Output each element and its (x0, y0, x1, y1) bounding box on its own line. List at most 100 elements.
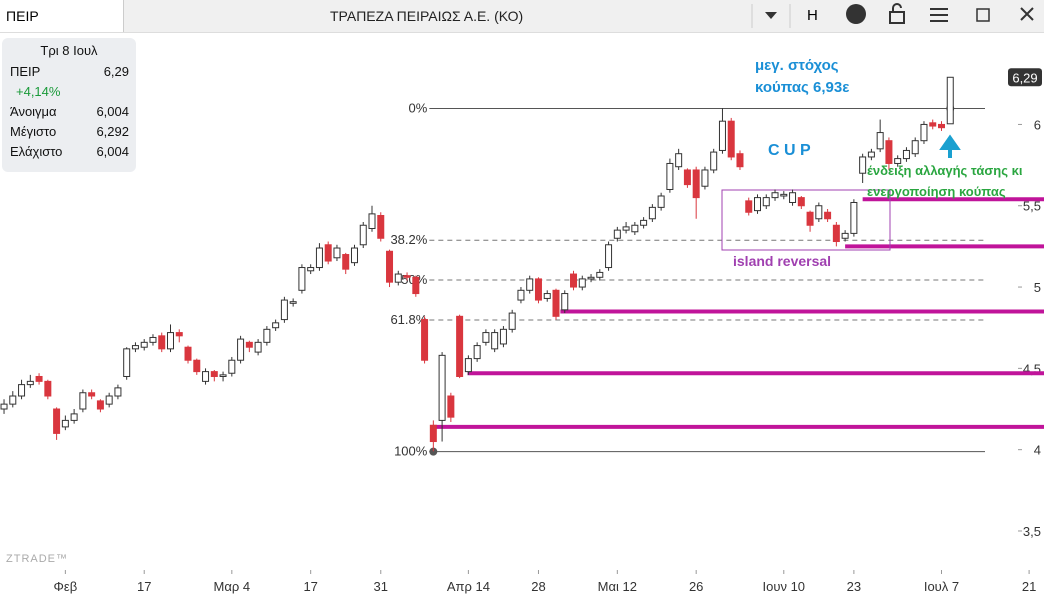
candle-body (640, 219, 648, 226)
watermark: ZTRADE™ (6, 553, 68, 565)
candle-body (429, 424, 437, 443)
candle-body (841, 232, 849, 239)
candle-body (605, 244, 613, 269)
candle-body (228, 359, 236, 374)
candle-body (534, 278, 542, 301)
candle-body (552, 289, 560, 317)
candle-body (403, 275, 411, 278)
candle-body (105, 395, 113, 405)
candle-body (315, 247, 323, 269)
fib-label: 38.2% (390, 232, 427, 247)
candle-body (70, 413, 78, 421)
menu-icon[interactable] (930, 8, 948, 22)
candle-body (53, 408, 61, 434)
candle-body (832, 224, 840, 243)
candle-body (473, 345, 481, 360)
candle-body (79, 392, 87, 410)
candle-body (745, 200, 753, 213)
candle-body (508, 312, 516, 330)
x-tick-label: Φεβ (54, 579, 78, 594)
last-price-box (1008, 68, 1042, 87)
last-price-label: 6,29 (1012, 70, 1037, 85)
candle-body (902, 149, 910, 160)
candle-body (946, 76, 954, 125)
candle-body (587, 276, 595, 280)
candle-body (797, 197, 805, 207)
info-value: 6,004 (96, 104, 129, 119)
candle-body (202, 371, 210, 382)
candle-body (166, 332, 174, 350)
restore-icon[interactable] (976, 8, 990, 22)
annotation: κούπας 6,93ε (755, 79, 849, 96)
x-tick-label: 26 (689, 579, 703, 594)
candle-body (526, 278, 534, 291)
candle-body (499, 328, 507, 345)
candle-body (263, 328, 271, 343)
candle-body (193, 359, 201, 373)
candle-body (447, 395, 455, 418)
symbol-tab[interactable]: ΠΕΙΡ (0, 0, 124, 32)
candle-body (184, 346, 192, 361)
signal-arrow (939, 134, 961, 158)
quote-icon[interactable] (846, 4, 866, 24)
candle-body (35, 375, 43, 382)
candle-body (666, 162, 674, 190)
candle-body (44, 380, 52, 397)
candle-body (96, 400, 104, 410)
candle-body (272, 322, 280, 329)
candle-body (377, 215, 385, 239)
dropdown-icon[interactable] (765, 12, 777, 19)
candle-body (26, 380, 34, 386)
candle-body (815, 205, 823, 220)
candle-body (867, 151, 875, 158)
chart-title: ΤΡΑΠΕΖΑ ΠΕΙΡΑΙΩΣ Α.Ε. (ΚΟ) (330, 8, 524, 24)
candle-body (280, 299, 288, 321)
info-label: Ελάχιστο (10, 144, 63, 159)
candle-body (876, 132, 884, 150)
candle-body (613, 229, 621, 239)
candle-body (736, 153, 744, 168)
candle-body (464, 358, 472, 373)
info-value: 6,004 (96, 144, 129, 159)
candle-body (789, 192, 797, 203)
candle-body (937, 123, 945, 129)
candle-body (824, 211, 832, 220)
candle-body (561, 293, 569, 311)
candle-body (543, 293, 551, 299)
candle-body (386, 250, 394, 283)
candle-body (578, 278, 586, 288)
candle-body (350, 247, 358, 264)
candle-body (727, 120, 735, 158)
x-tick-label: Απρ 14 (447, 579, 490, 594)
candle-body (9, 395, 17, 405)
lock-icon[interactable] (889, 11, 905, 24)
candle-body (237, 338, 245, 361)
candle-body (701, 169, 709, 187)
close-icon[interactable] (1020, 7, 1034, 21)
candle-body (140, 341, 148, 348)
candle-body (114, 387, 122, 397)
y-tick-label: 3,5 (1023, 524, 1041, 539)
candle-body (517, 289, 525, 301)
candle-body (692, 169, 700, 199)
candle-body (438, 354, 446, 421)
title-bar: ΠΕΙΡ ΤΡΑΠΕΖΑ ΠΕΙΡΑΙΩΣ Α.Ε. (ΚΟ) H (0, 0, 1044, 33)
candle-body (298, 267, 306, 291)
info-value: 6,29 (103, 64, 129, 79)
x-tick-label: Μαι 12 (598, 579, 637, 594)
candle-body (482, 332, 490, 343)
candle-body (718, 120, 726, 151)
candle-body (342, 254, 350, 270)
candle-body (149, 336, 157, 343)
fib-label: 0% (409, 101, 428, 116)
toolbar-icons (751, 3, 1034, 28)
x-tick-label: Μαρ 4 (214, 579, 251, 594)
candle-body (631, 224, 639, 233)
h-button[interactable]: H (807, 7, 818, 24)
candle-body (324, 244, 332, 262)
candle-body (368, 213, 376, 230)
y-tick-label: 5 (1034, 280, 1041, 295)
info-box: Τρι 8 Ιουλ ΠΕΙΡ 6,29 +4,14% Άνοιγμα 6,004 … (2, 38, 136, 172)
info-label: Άνοιγμα (10, 104, 57, 119)
